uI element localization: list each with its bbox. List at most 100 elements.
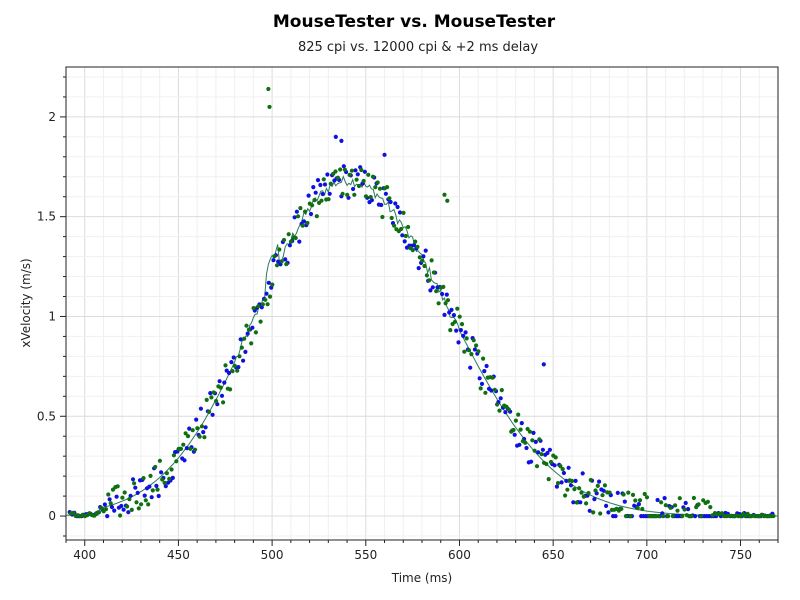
data-point-series-b	[195, 426, 200, 431]
y-tick-label: 1	[48, 309, 56, 323]
data-point-series-b	[656, 514, 661, 519]
data-point-series-b	[563, 493, 568, 498]
data-point-series-b	[207, 409, 212, 414]
data-point-series-a	[545, 450, 550, 456]
data-point-series-b	[572, 487, 577, 492]
data-point-series-a	[655, 497, 660, 503]
data-point-series-a	[327, 191, 332, 196]
data-point-series-b	[345, 192, 350, 197]
data-point-series-b	[115, 484, 120, 489]
data-point-series-b	[169, 467, 174, 472]
data-point-series-b	[417, 255, 422, 260]
data-point-series-a	[126, 510, 131, 515]
data-point-series-a	[301, 219, 307, 224]
data-point-series-b	[120, 495, 125, 500]
data-point-series-b	[474, 343, 479, 348]
data-point-series-b	[266, 86, 271, 92]
data-point-series-b	[192, 447, 198, 452]
data-point-series-a	[313, 190, 318, 195]
y-tick-label: 2	[48, 110, 56, 124]
data-point-series-b	[640, 506, 645, 512]
data-point-series-b	[663, 503, 668, 508]
data-point-series-b	[694, 505, 699, 510]
data-point-series-b	[202, 435, 207, 440]
data-point-series-b	[570, 478, 575, 484]
data-point-series-b	[347, 172, 352, 177]
data-point-series-b	[221, 400, 226, 405]
data-point-series-b	[534, 464, 540, 469]
data-point-series-a	[444, 292, 449, 297]
data-point-series-b	[579, 490, 584, 495]
data-point-series-b	[129, 507, 134, 512]
data-point-series-b	[464, 336, 469, 341]
data-point-series-b	[281, 237, 287, 243]
data-point-series-a	[229, 360, 234, 365]
data-point-series-b	[134, 500, 139, 505]
data-point-series-a	[402, 239, 407, 244]
data-point-series-b	[504, 404, 509, 409]
trend-layer	[66, 175, 778, 517]
data-point-series-b	[577, 486, 582, 491]
data-point-series-b	[214, 398, 219, 404]
data-point-series-a	[416, 266, 421, 271]
data-point-series-a	[601, 488, 606, 493]
data-point-series-b	[118, 513, 123, 518]
data-point-series-b	[244, 323, 249, 328]
data-point-series-a	[517, 442, 522, 447]
data-point-series-b	[422, 263, 427, 269]
data-point-series-a	[147, 484, 152, 489]
data-point-series-a	[554, 484, 560, 489]
data-point-series-b	[223, 363, 228, 368]
x-axis: 400 450 500 550 600 650 700 750	[65, 540, 779, 562]
data-point-series-a	[428, 288, 433, 293]
data-point-series-a	[498, 396, 503, 401]
data-point-series-b	[256, 304, 261, 309]
data-point-series-b	[239, 345, 244, 350]
data-point-series-a	[187, 426, 192, 431]
data-point-series-b	[696, 502, 701, 507]
data-point-series-b	[401, 210, 406, 215]
data-point-series-a	[318, 182, 323, 188]
data-point-series-a	[615, 490, 620, 495]
data-point-series-a	[622, 499, 627, 504]
data-point-series-b	[260, 302, 265, 307]
data-point-series-b	[333, 169, 338, 174]
data-point-series-a	[440, 291, 445, 297]
data-point-series-a	[451, 313, 456, 318]
data-point-series-b	[366, 172, 371, 177]
data-point-series-a	[512, 432, 517, 437]
data-point-series-b	[490, 375, 495, 380]
data-point-series-b	[303, 209, 308, 214]
data-point-series-b	[429, 258, 434, 263]
data-point-series-a	[552, 463, 557, 468]
data-point-series-b	[349, 168, 354, 173]
data-point-series-a	[156, 493, 161, 499]
data-point-series-b	[698, 514, 704, 519]
data-point-series-b	[321, 177, 326, 182]
data-point-series-a	[400, 233, 405, 238]
data-point-series-b	[125, 504, 130, 509]
data-point-series-b	[771, 513, 776, 519]
data-point-series-b	[518, 427, 523, 432]
data-point-series-b	[586, 491, 591, 496]
data-point-series-b	[209, 395, 214, 400]
data-point-series-a	[423, 248, 428, 253]
x-tick-label: 650	[542, 548, 565, 562]
data-point-series-a	[597, 479, 602, 484]
data-point-series-b	[666, 514, 671, 519]
data-point-series-b	[420, 258, 425, 263]
data-point-series-a	[287, 243, 292, 248]
data-point-series-a	[201, 430, 206, 435]
y-tick-label: 0.5	[37, 409, 56, 423]
data-point-series-a	[559, 480, 564, 485]
data-point-series-b	[633, 498, 638, 503]
x-tick-label: 700	[635, 548, 658, 562]
data-point-series-b	[539, 452, 544, 457]
data-point-series-b	[628, 514, 633, 519]
data-point-series-b	[141, 476, 146, 481]
data-point-series-a	[271, 258, 276, 263]
data-point-series-a	[308, 211, 314, 217]
data-point-series-a	[540, 447, 546, 452]
data-point-series-a	[397, 210, 403, 215]
chart-subtitle: 825 cpi vs. 12000 cpi & +2 ms delay	[298, 40, 538, 55]
